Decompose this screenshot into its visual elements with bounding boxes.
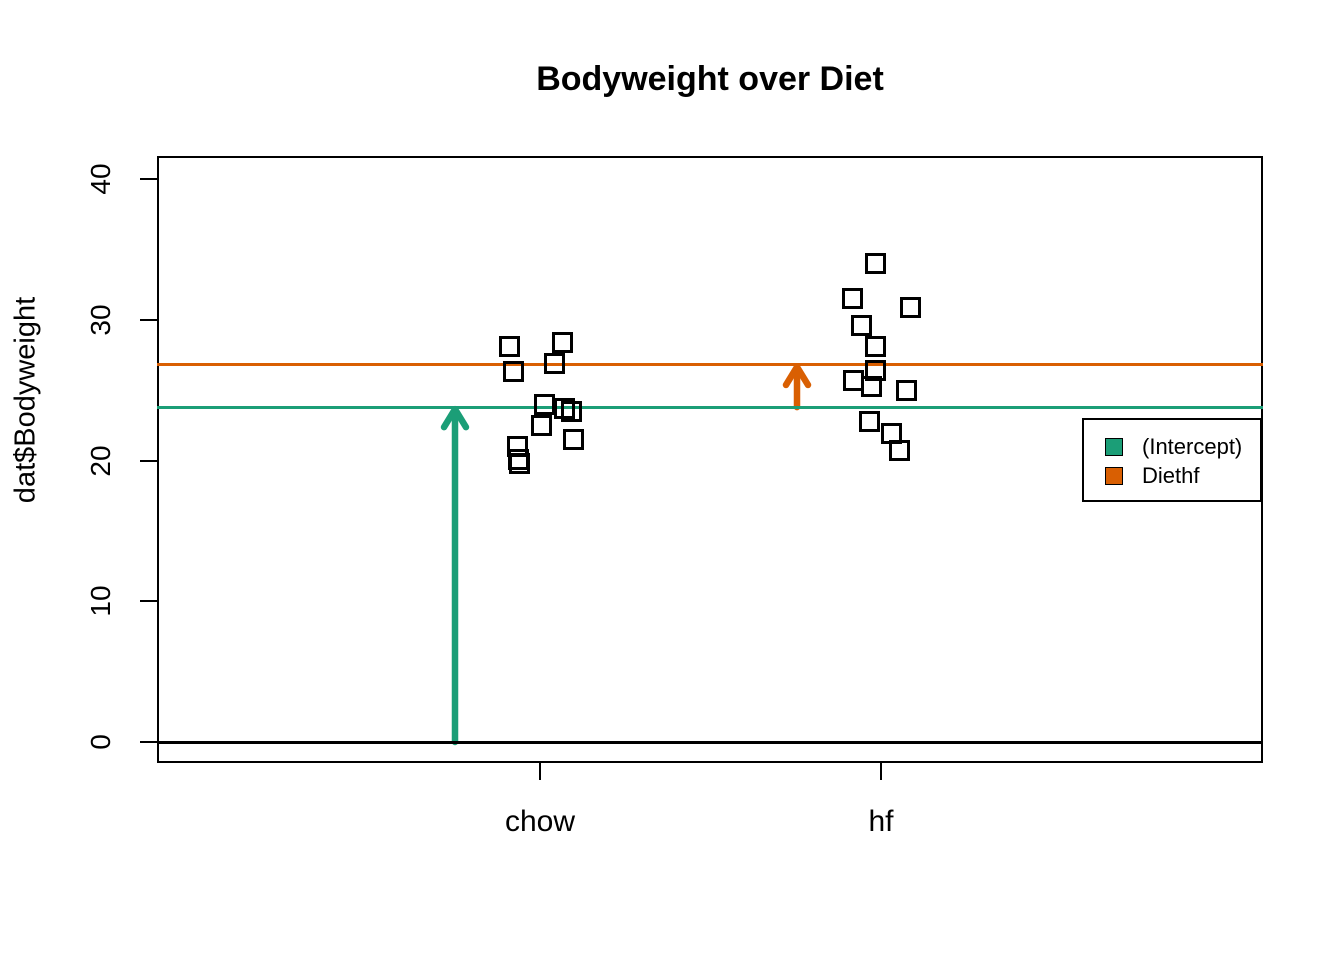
y-axis-tick-label: 10	[85, 585, 116, 617]
y-axis-tick	[140, 600, 157, 603]
data-point-chow	[553, 398, 575, 420]
intercept-line	[157, 405, 1263, 409]
data-point-hf	[864, 360, 886, 382]
y-axis-tick	[140, 459, 157, 462]
data-point-hf	[895, 379, 917, 401]
x-axis-tick-label-chow: chow	[504, 805, 576, 838]
data-point-chow	[530, 414, 552, 436]
y-axis-tick-label: 40	[85, 163, 116, 195]
data-point-hf	[864, 336, 886, 358]
y-axis-tick	[140, 318, 157, 321]
data-point-chow	[551, 331, 573, 353]
data-point-chow	[502, 361, 524, 383]
legend-label-diethf: Diethf	[1142, 463, 1200, 488]
data-point-chow	[562, 428, 584, 450]
y-axis-tick	[140, 178, 157, 181]
y-axis-tick	[140, 741, 157, 743]
legend: (Intercept) Diethf	[1082, 418, 1262, 502]
data-point-chow	[533, 393, 555, 415]
data-point-hf	[841, 288, 863, 310]
legend-item-intercept: (Intercept)	[1105, 434, 1243, 459]
intercept-arrow	[440, 405, 470, 746]
data-point-chow	[508, 452, 530, 474]
data-point-hf	[860, 375, 882, 397]
data-point-hf	[899, 296, 921, 318]
zero-line	[157, 740, 1263, 744]
data-point-chow	[560, 400, 582, 422]
data-point-chow	[498, 336, 520, 358]
x-axis-tick	[539, 763, 541, 780]
intercept-swatch-icon	[1105, 438, 1123, 456]
y-axis-tick-label: 30	[85, 304, 116, 336]
data-point-hf	[864, 253, 886, 275]
diethf-line	[157, 363, 1263, 367]
y-axis-tick-label: 0	[85, 734, 116, 750]
diethf-arrow	[782, 363, 812, 411]
data-point-hf	[850, 315, 872, 337]
x-axis-tick	[880, 763, 882, 780]
legend-label-intercept: (Intercept)	[1142, 434, 1243, 459]
data-point-hf	[858, 410, 880, 432]
chart-title: Bodyweight over Diet	[536, 60, 884, 98]
data-point-chow	[543, 353, 565, 375]
data-point-hf	[888, 440, 910, 462]
x-axis-tick-label-hf: hf	[868, 805, 894, 838]
diethf-swatch-icon	[1105, 467, 1123, 485]
legend-item-diethf: Diethf	[1105, 463, 1200, 488]
y-axis-tick-label: 20	[85, 445, 116, 477]
plot-area-box	[157, 156, 1263, 763]
